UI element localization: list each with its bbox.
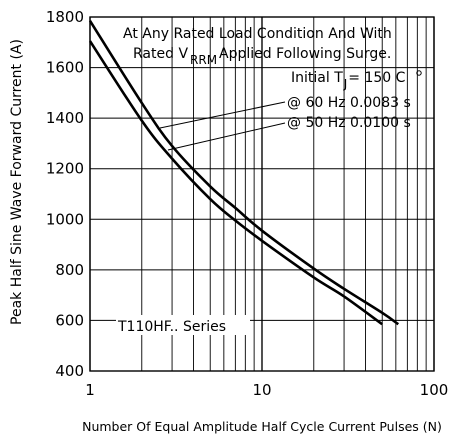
leader-line-50hz bbox=[167, 122, 286, 151]
legend-label-60hz: @ 60 Hz 0.0083 s bbox=[287, 95, 411, 111]
x-tick-label: 100 bbox=[420, 381, 449, 399]
y-tick-label: 1800 bbox=[46, 8, 84, 26]
annotation-condition-line2: Rated V RRM Applied Following Surge. bbox=[133, 46, 391, 67]
y-tick-label: 1400 bbox=[46, 109, 84, 127]
annotation-condition-line1: At Any Rated Load Condition And With bbox=[123, 26, 392, 42]
leader-line-60hz bbox=[159, 101, 286, 129]
data-series bbox=[88, 20, 400, 326]
plot-frame bbox=[89, 16, 435, 372]
tick-labels: 400 600 800 1000 1200 1400 1600 1800 1 10 100 bbox=[46, 8, 449, 399]
y-tick-label: 800 bbox=[55, 261, 84, 279]
series-line-60hz bbox=[88, 20, 400, 326]
y-axis-label: Peak Half Sine Wave Forward Current (A) bbox=[9, 39, 25, 325]
series-label-box bbox=[116, 315, 250, 335]
x-axis-label: Number Of Equal Amplitude Half Cycle Cur… bbox=[82, 419, 442, 434]
x-tick-label: 10 bbox=[252, 381, 271, 399]
degree-symbol bbox=[416, 70, 422, 76]
y-tick-label: 600 bbox=[55, 311, 84, 329]
x-tick-label: 1 bbox=[85, 381, 95, 399]
series-line-50hz bbox=[88, 40, 383, 326]
y-tick-label: 1200 bbox=[46, 160, 84, 178]
annotation-initial-tj: Initial TJ= 150 C bbox=[291, 70, 406, 91]
y-tick-label: 1600 bbox=[46, 59, 84, 77]
y-tick-label: 1000 bbox=[46, 210, 84, 228]
annotation-series-name: T110HF.. Series bbox=[117, 319, 226, 335]
legend-label-50hz: @ 50 Hz 0.0100 s bbox=[287, 115, 411, 131]
y-tick-label: 400 bbox=[55, 362, 84, 380]
